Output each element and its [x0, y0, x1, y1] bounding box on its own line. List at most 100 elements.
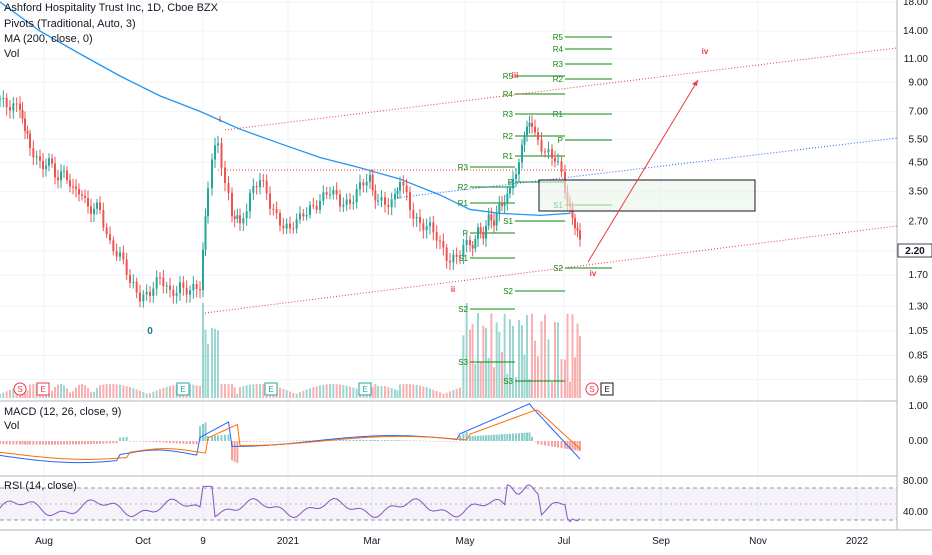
- macd-histogram-bar: [299, 440, 301, 442]
- macd-histogram-bar: [199, 426, 201, 441]
- price-tick-label: 7.00: [909, 106, 929, 117]
- volume-bar: [224, 384, 226, 398]
- candle-body: [5, 97, 8, 108]
- volume-bar: [394, 389, 396, 398]
- macd-histogram-bar: [75, 441, 77, 445]
- candle-body: [521, 144, 523, 163]
- volume-bar: [285, 390, 288, 398]
- macd-histogram-bar: [159, 441, 161, 443]
- candle-body: [207, 188, 209, 217]
- volume-bar: [245, 385, 248, 398]
- projection-arrow[interactable]: [587, 79, 699, 263]
- macd-histogram-bar: [152, 441, 155, 442]
- macd-histogram-bar: [490, 434, 493, 441]
- candle-body: [509, 188, 511, 194]
- candle-body: [349, 199, 351, 204]
- candle-body: [487, 214, 490, 226]
- earnings-marker: [600, 382, 614, 396]
- indicator-vol[interactable]: Vol: [4, 48, 20, 60]
- time-tick-label: 2021: [277, 536, 300, 547]
- time-axis[interactable]: Aug Oct 9 2021 Mar May Jul Sep Nov 2022: [35, 536, 868, 547]
- candle-body: [242, 218, 245, 224]
- candle-body: [299, 213, 301, 220]
- volume-bar: [57, 384, 59, 398]
- volume-bar: [217, 330, 219, 398]
- candle-body: [285, 223, 288, 229]
- macd-histogram-bar: [90, 441, 92, 445]
- macd-histogram-bar: [540, 441, 543, 445]
- macd-histogram-bar: [512, 433, 514, 441]
- volume-bar: [459, 387, 461, 398]
- candle-body: [259, 180, 261, 188]
- macd-histogram-bar: [122, 437, 125, 441]
- svg-text:2.20: 2.20: [905, 246, 925, 257]
- volume-bar: [207, 343, 209, 398]
- price-tick-label: 4.50: [909, 158, 929, 169]
- candle-body: [477, 227, 479, 239]
- macd-histogram-bar: [509, 433, 511, 441]
- candle-body: [112, 240, 115, 252]
- macd-histogram-bar: [365, 439, 368, 441]
- macd-histogram-bar: [105, 441, 108, 444]
- candle-body: [387, 204, 390, 208]
- volume-bars: [0, 303, 581, 398]
- volume-bar: [289, 391, 291, 398]
- pivot-label: P: [558, 136, 563, 145]
- candle-body: [84, 195, 86, 199]
- macd-histogram-bar: [272, 441, 275, 442]
- indicator-macd[interactable]: MACD (12, 26, close, 9): [4, 406, 122, 418]
- time-tick-label: Aug: [35, 536, 53, 547]
- candle-body: [169, 285, 171, 290]
- macd-tick-label: 0.00: [909, 436, 929, 447]
- candle-body: [335, 190, 338, 195]
- target-box[interactable]: [538, 179, 756, 212]
- channel-lines[interactable]: [204, 47, 898, 314]
- indicator-pivots[interactable]: Pivots (Traditional, Auto, 3): [4, 18, 136, 30]
- indicator-macd-vol[interactable]: Vol: [4, 420, 20, 432]
- macd-histogram-bar: [544, 441, 546, 446]
- candle-body: [412, 210, 415, 219]
- candle-body: [202, 249, 204, 291]
- macd-histogram-bar: [12, 441, 15, 445]
- candle-body: [365, 181, 368, 186]
- volume-bar: [54, 387, 56, 398]
- candle-body: [571, 206, 574, 218]
- macd-histogram-bar: [459, 435, 461, 441]
- macd-histogram-bar: [24, 441, 26, 445]
- volume-bar: [469, 329, 471, 398]
- candle-body: [12, 103, 15, 111]
- candle-body: [145, 291, 148, 295]
- macd-histogram-bar: [42, 441, 44, 445]
- event-marker-label: E: [604, 385, 609, 394]
- candle-body: [531, 122, 533, 127]
- macd-histogram-bar: [579, 441, 581, 452]
- macd-histogram-bar: [149, 441, 151, 442]
- candle-body: [39, 156, 41, 161]
- price-axis[interactable]: 18.00 14.00 11.00 9.00 7.00 5.50 4.50 3.50 2.70 2…: [903, 0, 928, 518]
- candle-body: [339, 194, 341, 207]
- candle-body: [471, 245, 474, 249]
- macd-histogram-bar: [236, 441, 239, 463]
- volume-bar: [415, 384, 418, 398]
- candle-body: [474, 238, 477, 249]
- candle-body: [377, 200, 379, 202]
- volume-bar: [477, 313, 479, 398]
- macd-histogram-bar: [547, 441, 550, 446]
- macd-histogram-bar: [396, 440, 399, 441]
- candle-body: [495, 213, 498, 226]
- candle-body: [132, 281, 135, 283]
- candle-body: [415, 216, 418, 219]
- macd-histogram-bar: [521, 432, 523, 441]
- macd-histogram-bar: [471, 436, 474, 441]
- indicator-rsi[interactable]: RSI (14, close): [4, 480, 77, 492]
- candle-body: [432, 222, 435, 233]
- macd-histogram-bar: [99, 441, 101, 444]
- macd-histogram-bar: [145, 441, 148, 442]
- candle-body: [442, 241, 445, 248]
- volume-bar: [452, 390, 455, 398]
- indicator-ma[interactable]: MA (200, close, 0): [4, 33, 93, 45]
- macd-histogram-bar: [231, 441, 233, 461]
- macd-histogram-bar: [285, 440, 288, 442]
